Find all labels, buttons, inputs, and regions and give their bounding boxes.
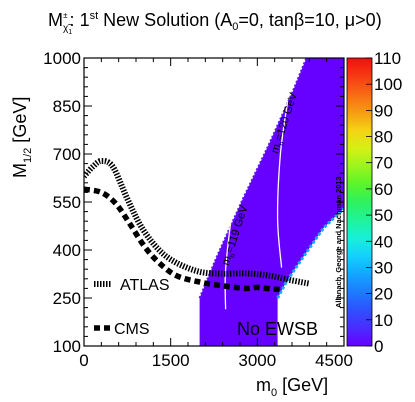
colorbar-tick-label: 80 — [374, 128, 393, 147]
y-tick-label-550: 550 — [53, 193, 81, 212]
region-edge-lower — [276, 207, 344, 299]
x-axis-label-main: m — [256, 375, 271, 395]
colorbar-tick-label: 70 — [374, 154, 393, 173]
cms-exclusion-curve — [84, 186, 284, 293]
contour-label-119-sub: h — [229, 253, 237, 259]
chart-title: Mχ̃1±: 1st New Solution (A0=0, tanβ=10, … — [48, 3, 382, 36]
atlas-exclusion-curve — [84, 157, 310, 287]
title-ord-num: 1 — [80, 10, 90, 30]
legend-atlas-label: ATLAS — [120, 277, 170, 294]
colorbar-tick-label: 20 — [374, 285, 393, 304]
x-tick-label-1500: 1500 — [152, 351, 190, 370]
x-axis-label-sub: 0 — [271, 387, 277, 399]
title-symbol-sup: ± — [63, 11, 68, 20]
legend-cms-label: CMS — [114, 321, 150, 338]
colorbar-tick-label: 40 — [374, 232, 393, 251]
y-axis-label: M1/2 [GeV] — [10, 97, 34, 178]
colorbar-tick-label: 90 — [374, 101, 393, 120]
colorbar-tick-label: 50 — [374, 206, 393, 225]
y-tick-label-1000: 1000 — [43, 49, 81, 68]
contour-mh-120 — [276, 102, 289, 268]
ewsb-region — [199, 58, 344, 346]
y-axis-label-rest: [GeV] — [10, 97, 30, 143]
colorbar-tick-label: 0 — [374, 337, 383, 356]
y-axis-label-sub: 1/2 — [22, 148, 34, 163]
credit-annotation: Allanach, George and Nachman 2013 — [334, 176, 343, 308]
contour-label-120-main: m — [269, 142, 283, 154]
colorbar-frame — [346, 57, 373, 347]
colorbar-tick-label: 60 — [374, 180, 393, 199]
y-tick-label-100: 100 — [53, 337, 81, 356]
title-colon: : — [70, 10, 75, 30]
title-rest-post: =0, tanβ=10, μ>0) — [238, 10, 381, 30]
region-edge-upper — [198, 58, 308, 299]
x-tick-label-3000: 3000 — [238, 351, 276, 370]
colorbar-tick-label: 10 — [374, 311, 393, 330]
colorbar-tick-label: 110 — [374, 49, 401, 68]
y-axis-label-main: M — [10, 163, 30, 178]
colorbar-ticks: 0 10 20 30 40 50 60 70 80 90 100 110 — [366, 49, 402, 356]
title-symbol-sub: χ̃ — [63, 23, 72, 34]
y-tick-label-850: 850 — [53, 97, 81, 116]
colorbar-tick-label: 100 — [374, 75, 402, 94]
y-tick-label-700: 700 — [53, 145, 81, 164]
title-rest-pre: New Solution (A — [103, 10, 232, 30]
title-symbol-subsub: 1 — [68, 29, 72, 36]
colorbar — [347, 58, 372, 346]
y-tick-label-400: 400 — [53, 241, 81, 260]
title-rest-sub: 0 — [232, 21, 238, 33]
x-axis-label: m0 [GeV] — [256, 375, 328, 399]
contour-label-119-main: m — [220, 254, 234, 266]
title-ord-suffix: st — [90, 10, 99, 22]
x-tick-label-4500: 4500 — [315, 351, 353, 370]
y-tick-label-250: 250 — [53, 289, 81, 308]
axis-ticks — [83, 57, 345, 347]
title-symbol: M — [48, 10, 63, 30]
contour-label-120-sub: h — [279, 141, 287, 147]
contour-mh-119 — [224, 211, 233, 310]
x-axis-label-rest: [GeV] — [282, 375, 328, 395]
colorbar-tick-label: 30 — [374, 259, 393, 278]
x-tick-label-0: 0 — [79, 351, 88, 370]
no-ewsb-annotation: No EWSB — [237, 319, 318, 339]
